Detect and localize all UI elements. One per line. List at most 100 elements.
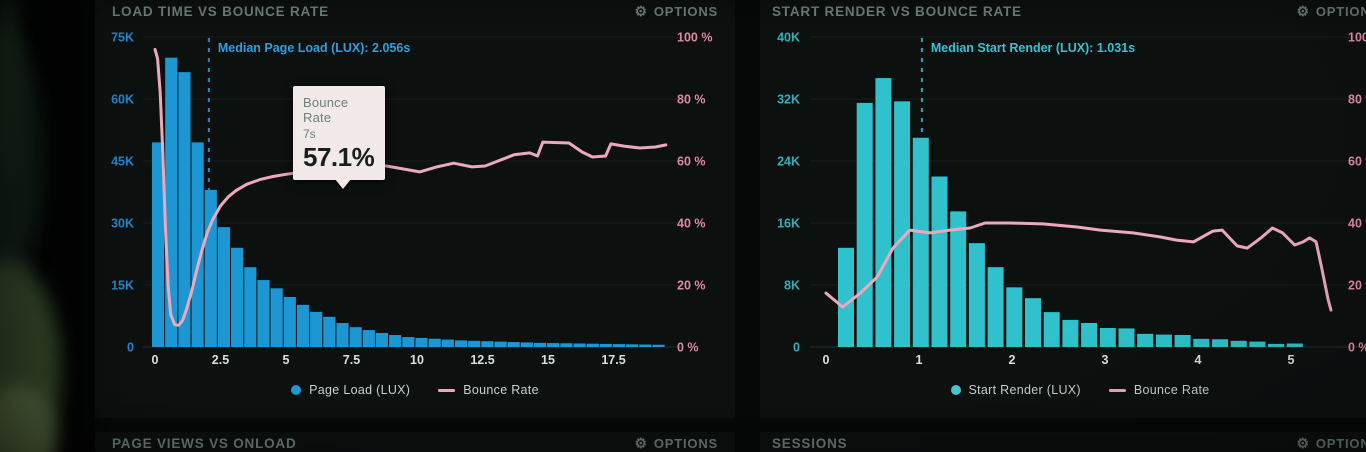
- x-axis-label: 12.5: [470, 353, 494, 367]
- start-render-chart[interactable]: 40K 100 % 32K 80 % 24K 60 % 16K 40 % 8K 20 % 0 0 % 0…: [760, 0, 1366, 420]
- histogram-bar[interactable]: [217, 227, 231, 347]
- histogram-bar[interactable]: [375, 332, 389, 347]
- histogram-bar[interactable]: [468, 340, 481, 347]
- histogram-bar[interactable]: [349, 327, 362, 347]
- histogram-bar[interactable]: [1268, 343, 1285, 347]
- histogram-bar[interactable]: [1062, 319, 1079, 347]
- legend-item-start-render-lux-[interactable]: Start Render (LUX): [950, 383, 1081, 397]
- histogram-bar[interactable]: [639, 344, 652, 347]
- histogram-bar[interactable]: [586, 343, 599, 347]
- histogram-bar[interactable]: [1099, 328, 1116, 347]
- histogram-bar[interactable]: [856, 102, 873, 347]
- legend-item-bounce-rate[interactable]: Bounce Rate: [438, 383, 539, 397]
- histogram-bar[interactable]: [1155, 334, 1172, 347]
- histogram-bar[interactable]: [323, 316, 336, 347]
- histogram-bar[interactable]: [494, 341, 507, 347]
- legend-dot-icon: [291, 385, 302, 395]
- histogram-bar[interactable]: [968, 243, 985, 347]
- legend-item-page-load-lux-[interactable]: Page Load (LUX): [291, 383, 410, 397]
- histogram-bar[interactable]: [533, 342, 547, 347]
- y2-axis-label: 20 %: [677, 279, 706, 293]
- histogram-bar[interactable]: [283, 296, 296, 347]
- load-time-chart[interactable]: 75K 100 % 60K 80 % 45K 60 % 30K 40 % 15K 20 % 0 0 %…: [95, 0, 735, 420]
- legend-item-bounce-rate[interactable]: Bounce Rate: [1108, 383, 1210, 397]
- histogram-bar[interactable]: [257, 280, 270, 347]
- histogram-bar[interactable]: [1137, 333, 1154, 347]
- histogram-bar[interactable]: [573, 343, 586, 347]
- options-button[interactable]: ⚙ OPTIONS: [635, 4, 718, 19]
- histogram-bar[interactable]: [507, 342, 520, 347]
- histogram-bar[interactable]: [389, 335, 402, 347]
- y-axis-label: 32K: [777, 93, 800, 107]
- histogram-bar[interactable]: [454, 340, 468, 347]
- gear-icon: ⚙: [634, 435, 648, 451]
- histogram-bar[interactable]: [1249, 341, 1266, 347]
- panel-start-render-vs-bounce-rate: START RENDER VS BOUNCE RATE ⚙ OPTIONS 40…: [760, 0, 1366, 418]
- legend-dot-icon: [950, 385, 961, 395]
- options-button[interactable]: ⚙ OPTIONS: [635, 436, 718, 451]
- histogram-bar[interactable]: [1174, 334, 1191, 347]
- histogram-bar[interactable]: [310, 311, 323, 347]
- histogram-bar[interactable]: [1193, 338, 1210, 347]
- y2-axis-label: 40 %: [677, 217, 706, 231]
- histogram-bar[interactable]: [231, 247, 244, 347]
- y-axis-label: 0: [127, 341, 134, 355]
- histogram-bar[interactable]: [152, 142, 165, 347]
- y2-axis-label: 60 %: [1348, 155, 1366, 169]
- histogram-bar[interactable]: [950, 211, 967, 347]
- legend-label: Start Render (LUX): [968, 383, 1081, 397]
- x-axis-label: 4: [1195, 353, 1202, 367]
- y-axis-label: 45K: [111, 155, 134, 169]
- x-axis-label: 15: [541, 353, 555, 367]
- histogram-bar[interactable]: [402, 337, 415, 347]
- histogram-bar[interactable]: [652, 344, 665, 347]
- y-axis-label: 75K: [111, 31, 134, 45]
- histogram-bar[interactable]: [875, 78, 892, 347]
- histogram-bar[interactable]: [626, 344, 639, 347]
- histogram-bar[interactable]: [599, 343, 612, 347]
- y-axis-label: 16K: [777, 217, 800, 231]
- histogram-bar[interactable]: [1043, 312, 1060, 347]
- histogram-bar[interactable]: [1118, 328, 1135, 347]
- histogram-bar[interactable]: [244, 267, 257, 347]
- histogram-bar[interactable]: [428, 338, 441, 347]
- histogram-bar[interactable]: [1286, 343, 1303, 347]
- histogram-bar[interactable]: [912, 137, 929, 347]
- histogram-bar[interactable]: [441, 339, 454, 347]
- panel-title: SESSIONS: [772, 435, 848, 451]
- histogram-bar[interactable]: [547, 343, 560, 347]
- legend-label: Page Load (LUX): [309, 383, 411, 397]
- histogram-bar[interactable]: [987, 267, 1004, 347]
- histogram-bar[interactable]: [415, 337, 428, 347]
- histogram-bar[interactable]: [178, 72, 191, 347]
- histogram-bar[interactable]: [1230, 340, 1247, 347]
- tooltip-pointer: [335, 179, 351, 189]
- histogram-bar[interactable]: [481, 341, 494, 347]
- x-axis-label: 0: [152, 353, 159, 367]
- median-annotation: Median Start Render (LUX): 1.031s: [931, 41, 1135, 55]
- y2-axis-label: 60 %: [677, 155, 706, 169]
- histogram-bar[interactable]: [838, 247, 854, 347]
- options-button[interactable]: ⚙ OPTIONS: [1297, 4, 1366, 19]
- y-axis-label: 8K: [784, 279, 800, 293]
- histogram-bar[interactable]: [296, 304, 310, 347]
- histogram-bar[interactable]: [362, 330, 375, 347]
- histogram-bar[interactable]: [612, 344, 626, 347]
- histogram-bar[interactable]: [165, 57, 178, 348]
- histogram-bar[interactable]: [931, 176, 948, 348]
- options-button[interactable]: ⚙ OPTIONS: [1297, 436, 1366, 451]
- y2-axis-label: 40 %: [1348, 217, 1366, 231]
- bounce-rate-line[interactable]: [824, 221, 1333, 312]
- histogram-bar[interactable]: [894, 101, 911, 347]
- histogram-bar[interactable]: [1081, 322, 1098, 347]
- histogram-bar[interactable]: [560, 343, 573, 347]
- histogram-bar[interactable]: [191, 142, 204, 347]
- histogram-bar[interactable]: [1025, 298, 1041, 347]
- histogram-bar[interactable]: [1006, 287, 1023, 347]
- histogram-bar[interactable]: [1212, 339, 1228, 347]
- x-axis-label: 0: [823, 353, 830, 367]
- panel-sessions: SESSIONS ⚙ OPTIONS: [760, 432, 1366, 452]
- histogram-bar[interactable]: [270, 288, 283, 347]
- histogram-bar[interactable]: [520, 342, 533, 347]
- histogram-bar[interactable]: [336, 323, 349, 347]
